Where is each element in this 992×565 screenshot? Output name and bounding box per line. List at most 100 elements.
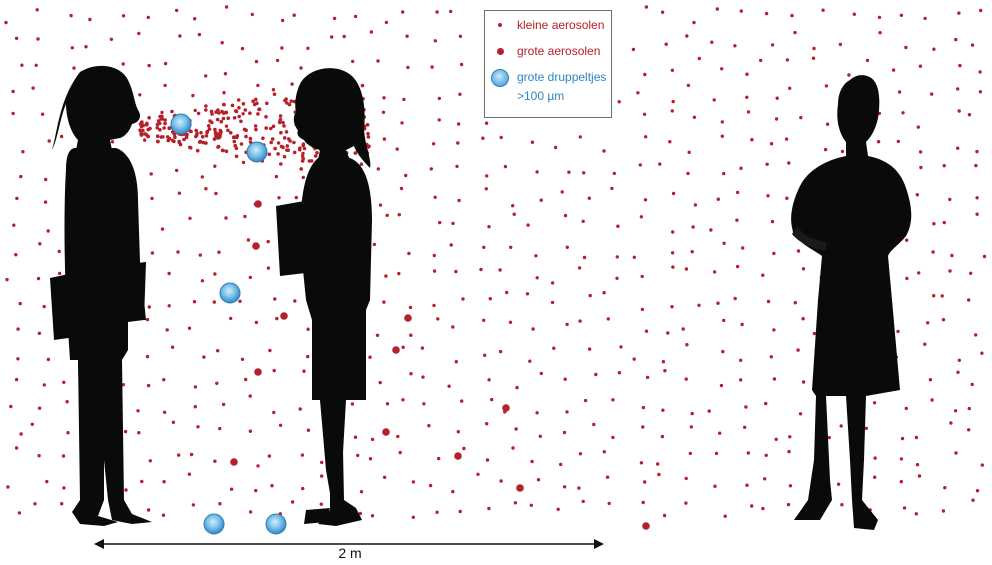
small-aerosol — [690, 411, 694, 416]
small-aerosol — [44, 177, 48, 182]
small-aerosol — [515, 385, 519, 390]
small-aerosol — [641, 425, 645, 429]
small-aerosol — [562, 485, 567, 489]
large-aerosol — [502, 404, 510, 412]
small-aerosol — [720, 67, 724, 71]
small-aerosol — [685, 34, 689, 38]
small-aerosol — [456, 430, 460, 434]
small-aerosol — [639, 461, 644, 465]
small-aerosol — [239, 119, 243, 124]
small-aerosol — [744, 405, 748, 409]
small-aerosol — [594, 372, 598, 377]
small-aerosol — [69, 13, 73, 18]
small-aerosol — [872, 401, 877, 405]
small-aerosol — [192, 300, 197, 304]
small-aerosol — [170, 345, 175, 349]
small-aerosol — [979, 8, 983, 13]
small-aerosol — [449, 9, 453, 14]
small-aerosol — [382, 137, 387, 141]
small-aerosol — [512, 212, 516, 216]
large-aerosol — [404, 314, 412, 322]
large-droplet — [265, 513, 287, 535]
large-droplet — [246, 141, 268, 163]
small-aerosol — [942, 164, 946, 168]
small-aerosol — [899, 480, 903, 484]
small-aerosol — [162, 410, 167, 414]
small-aerosol — [407, 251, 411, 256]
small-aerosol — [163, 61, 168, 66]
small-aerosol — [194, 128, 198, 133]
small-aerosol — [353, 435, 358, 439]
small-aerosol — [932, 294, 936, 298]
small-aerosol — [916, 125, 920, 129]
small-aerosol — [253, 124, 258, 128]
small-aerosol — [250, 12, 254, 17]
small-aerosol — [799, 115, 803, 120]
small-aerosol — [658, 162, 662, 166]
small-aerosol — [207, 127, 212, 131]
small-aerosol — [163, 121, 167, 126]
small-aerosol — [235, 135, 239, 140]
small-aerosol — [189, 129, 193, 134]
small-aerosol — [248, 111, 252, 115]
small-aerosol — [256, 83, 260, 88]
small-aerosol — [697, 56, 701, 61]
small-aerosol — [722, 318, 726, 323]
small-aerosol — [248, 510, 253, 514]
small-aerosol — [484, 187, 488, 191]
small-aerosol — [268, 348, 272, 353]
small-aerosol — [267, 454, 272, 458]
small-aerosol — [823, 147, 828, 152]
small-aerosol — [378, 380, 382, 385]
small-aerosol — [670, 305, 674, 309]
small-aerosol — [671, 265, 675, 269]
small-aerosol — [716, 197, 720, 201]
small-aerosol — [146, 127, 150, 132]
small-aerosol — [664, 42, 668, 46]
small-aerosol — [904, 406, 908, 411]
small-aerosol — [970, 382, 974, 387]
small-aerosol — [763, 477, 767, 481]
small-aerosol — [811, 56, 816, 60]
small-aerosol — [167, 304, 171, 308]
small-aerosol — [460, 399, 464, 403]
small-aerosol — [214, 191, 218, 196]
arrowhead-right-icon — [594, 539, 604, 549]
small-aerosol — [420, 346, 425, 350]
small-aerosol — [565, 245, 569, 249]
small-aerosol — [60, 502, 64, 506]
small-aerosol — [384, 274, 388, 278]
small-aerosol — [34, 63, 38, 67]
small-aerosol — [956, 146, 960, 150]
small-aerosol — [237, 114, 241, 119]
small-aerosol — [435, 10, 439, 14]
small-aerosol — [565, 322, 569, 327]
small-aerosol — [173, 135, 177, 139]
small-aerosol — [931, 250, 935, 254]
small-aerosol — [266, 266, 271, 270]
small-aerosol — [978, 70, 982, 74]
small-aerosol — [482, 245, 486, 249]
small-aerosol — [217, 250, 221, 254]
small-aerosol — [72, 66, 76, 70]
small-aerosol — [681, 327, 685, 331]
small-aerosol — [720, 120, 724, 124]
small-aerosol — [481, 136, 485, 140]
small-aerosol — [982, 254, 987, 259]
small-aerosol — [483, 353, 487, 357]
small-aerosol — [640, 274, 644, 279]
small-aerosol — [284, 130, 289, 134]
legend-label: grote aerosolen — [517, 44, 601, 58]
small-aerosol — [282, 154, 287, 159]
small-aerosol — [745, 483, 749, 487]
small-aerosol — [435, 510, 439, 514]
small-aerosol — [484, 121, 489, 125]
small-aerosol — [438, 220, 442, 225]
small-aerosol — [462, 446, 466, 451]
small-aerosol — [353, 14, 358, 19]
legend-item-large-droplets: grote druppeltjes — [485, 69, 613, 87]
small-aerosol — [204, 134, 209, 138]
small-aerosol — [458, 509, 462, 514]
small-aerosol — [224, 216, 228, 220]
small-aerosol — [852, 12, 856, 16]
